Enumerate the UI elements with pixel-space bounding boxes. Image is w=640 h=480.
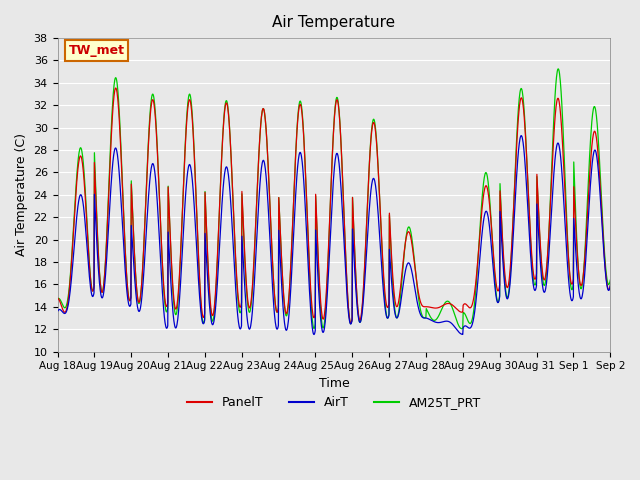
Legend: PanelT, AirT, AM25T_PRT: PanelT, AirT, AM25T_PRT — [182, 391, 486, 414]
X-axis label: Time: Time — [319, 377, 349, 390]
Title: Air Temperature: Air Temperature — [273, 15, 396, 30]
Y-axis label: Air Temperature (C): Air Temperature (C) — [15, 133, 28, 256]
Text: TW_met: TW_met — [68, 44, 125, 57]
